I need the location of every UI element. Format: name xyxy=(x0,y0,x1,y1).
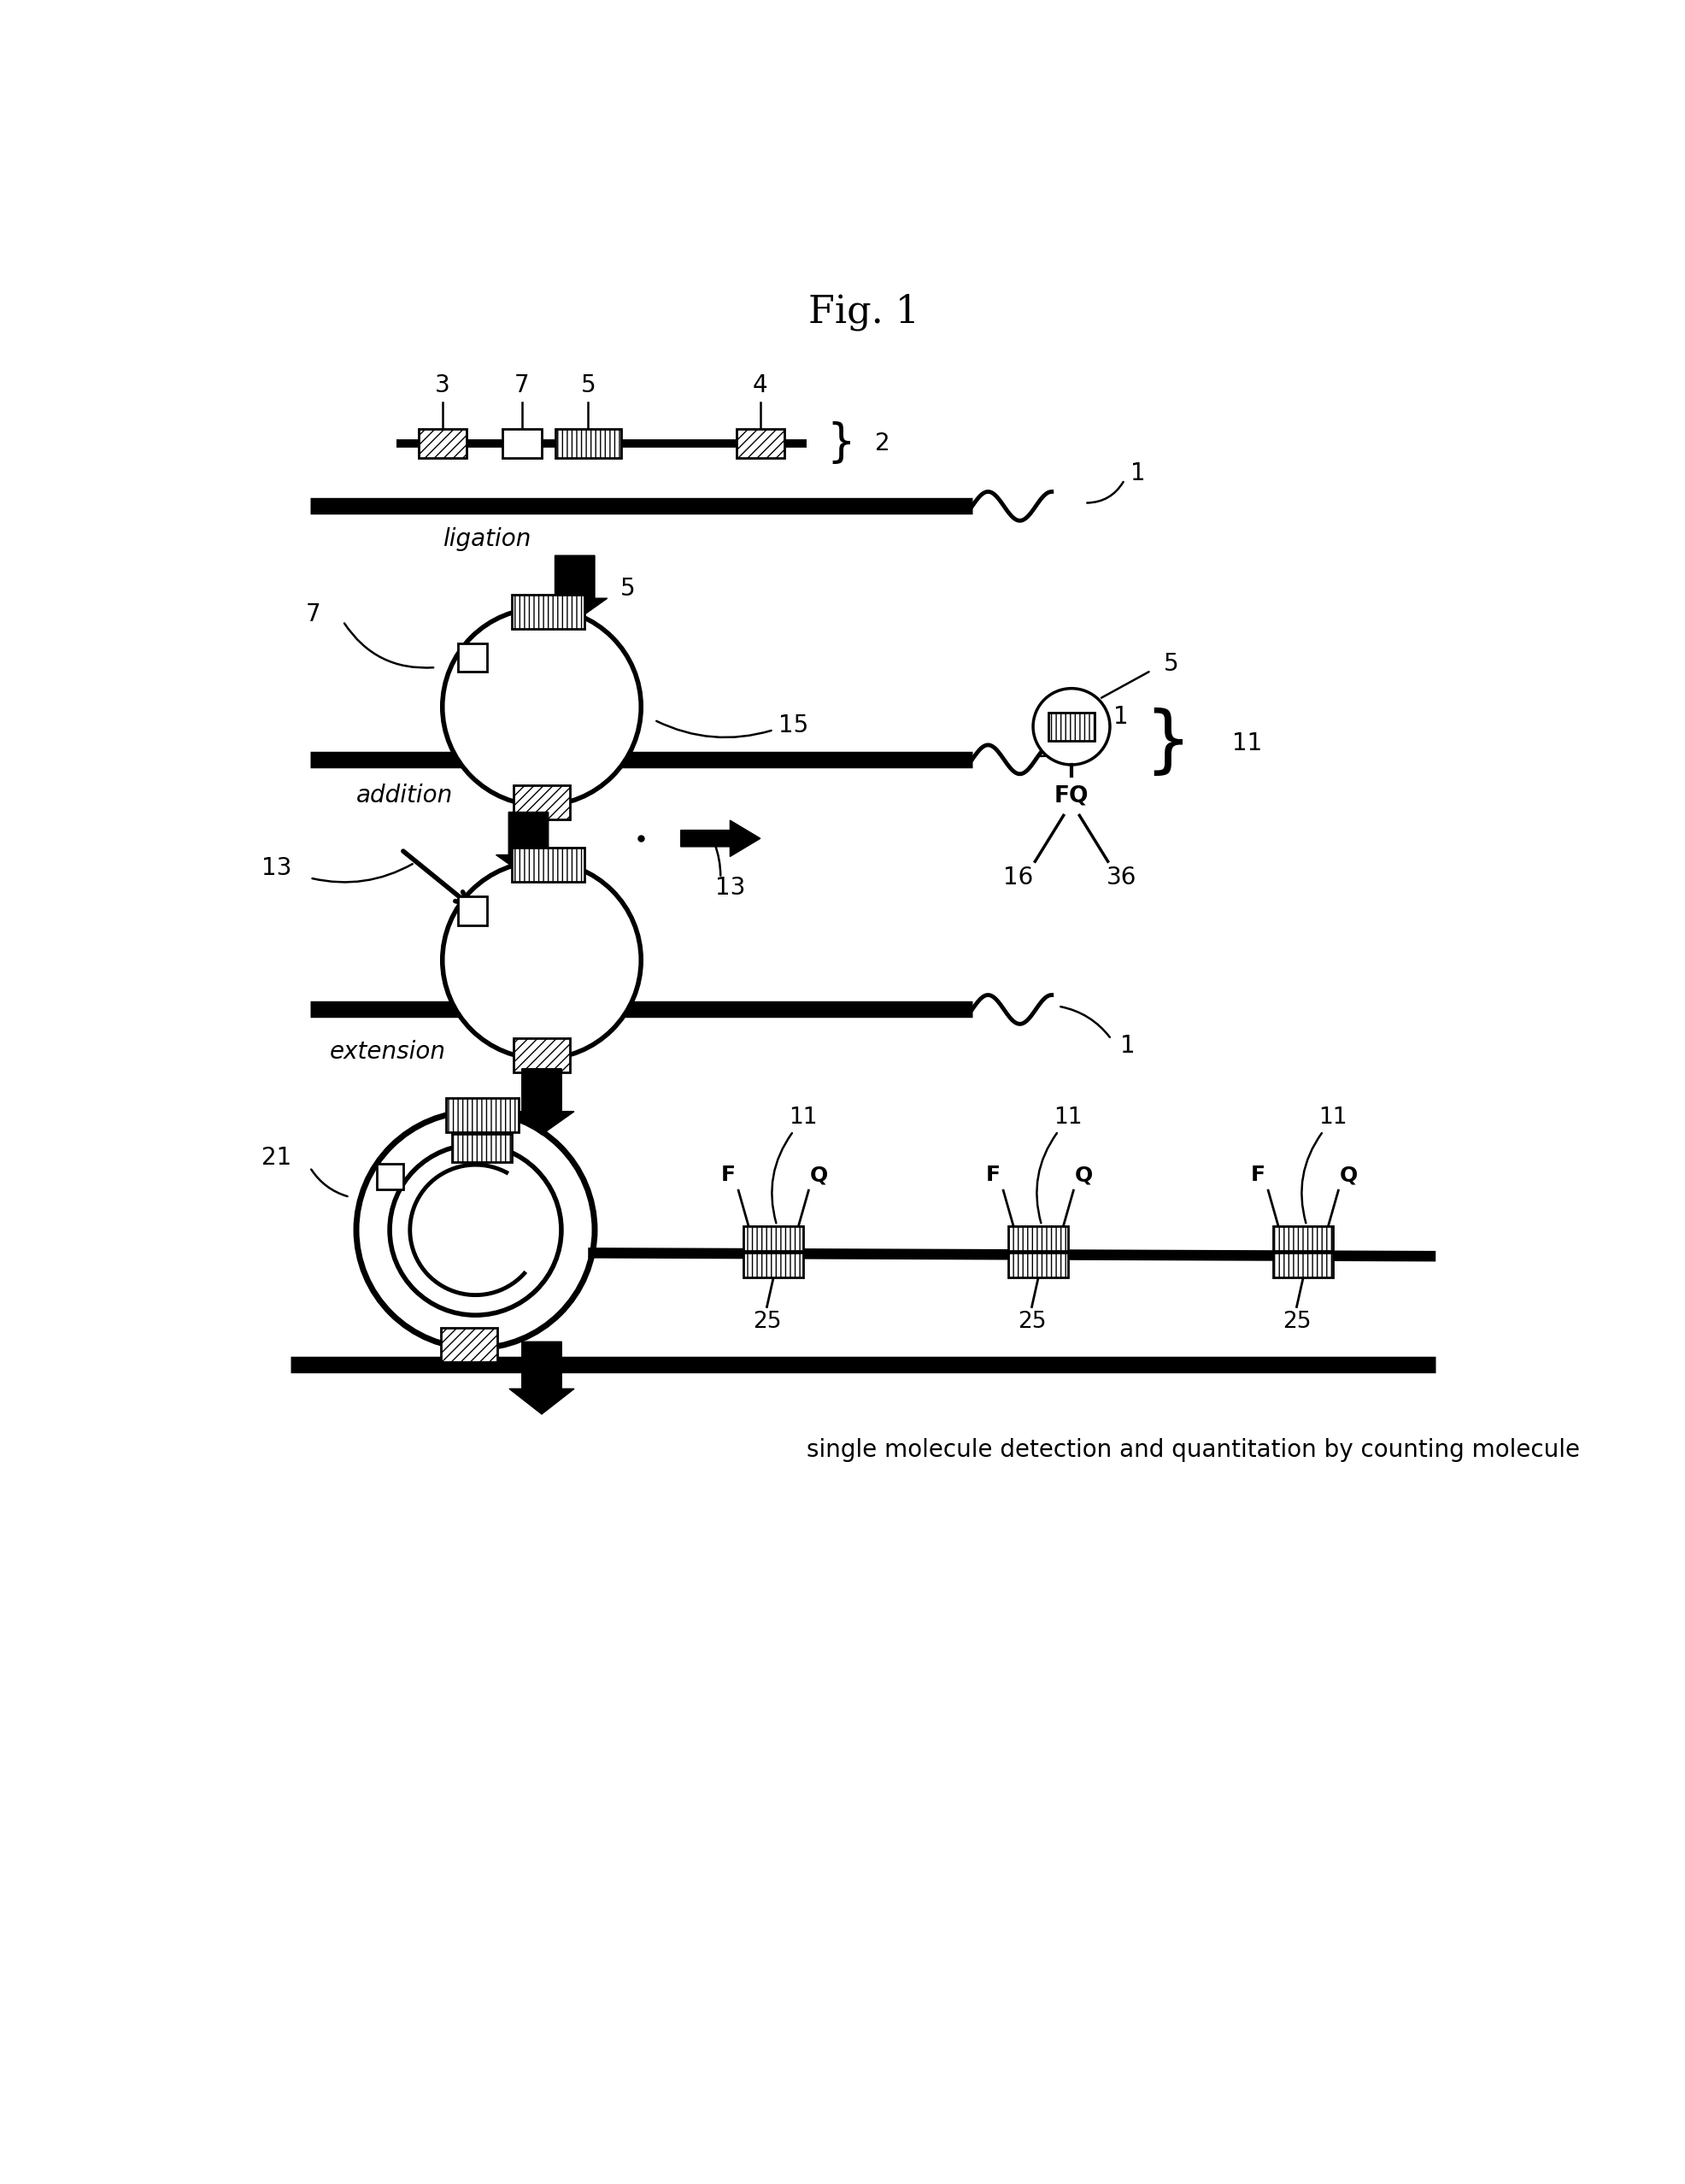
Circle shape xyxy=(356,1112,595,1348)
Text: 5: 5 xyxy=(1163,653,1178,677)
Bar xyxy=(1009,1251,1068,1278)
Bar xyxy=(743,1225,804,1251)
Bar xyxy=(1274,1225,1333,1251)
Bar xyxy=(447,1099,519,1131)
Bar xyxy=(512,847,585,882)
Text: 1: 1 xyxy=(1131,461,1146,485)
Bar xyxy=(1048,712,1095,740)
Circle shape xyxy=(389,1144,561,1315)
Text: 11: 11 xyxy=(1232,732,1262,756)
Text: 15: 15 xyxy=(778,714,809,738)
Bar xyxy=(441,1328,497,1363)
Bar xyxy=(502,430,543,459)
Text: 11: 11 xyxy=(1319,1107,1348,1129)
Bar xyxy=(1048,712,1095,740)
Bar xyxy=(458,642,487,673)
Bar xyxy=(452,1133,512,1162)
Text: 3: 3 xyxy=(435,373,450,397)
Bar xyxy=(514,1037,570,1072)
Bar xyxy=(441,1328,497,1363)
Text: 11: 11 xyxy=(1053,1107,1082,1129)
Bar xyxy=(514,784,570,819)
Text: F: F xyxy=(721,1164,736,1186)
Bar xyxy=(514,784,570,819)
Circle shape xyxy=(1033,688,1110,764)
Text: F: F xyxy=(986,1164,1001,1186)
Text: Q: Q xyxy=(809,1164,827,1186)
Bar xyxy=(554,430,622,459)
Circle shape xyxy=(443,607,640,806)
Text: Q: Q xyxy=(1340,1164,1358,1186)
Bar xyxy=(447,1099,519,1131)
Text: 13: 13 xyxy=(261,856,292,880)
Text: 13: 13 xyxy=(716,876,745,900)
Bar xyxy=(452,1133,512,1162)
Bar xyxy=(736,430,784,459)
FancyArrow shape xyxy=(681,821,760,856)
FancyArrow shape xyxy=(509,1068,575,1133)
Text: 25: 25 xyxy=(1018,1310,1046,1332)
Text: 11: 11 xyxy=(789,1107,817,1129)
Bar xyxy=(1274,1225,1333,1251)
Bar xyxy=(1009,1251,1068,1278)
Text: }: } xyxy=(826,422,856,465)
Text: 16: 16 xyxy=(1004,865,1033,889)
Bar xyxy=(376,1164,403,1190)
Bar xyxy=(743,1251,804,1278)
Text: Fig. 1: Fig. 1 xyxy=(809,293,918,330)
Bar xyxy=(1009,1225,1068,1251)
Circle shape xyxy=(443,860,640,1059)
Bar xyxy=(554,430,622,459)
Bar xyxy=(743,1225,804,1251)
Text: single molecule detection and quantitation by counting molecule: single molecule detection and quantitati… xyxy=(807,1439,1581,1463)
Text: 36: 36 xyxy=(1105,865,1136,889)
Text: FQ: FQ xyxy=(1055,784,1089,806)
Bar xyxy=(1274,1251,1333,1278)
FancyArrow shape xyxy=(543,555,607,620)
Text: Q: Q xyxy=(1075,1164,1092,1186)
FancyArrow shape xyxy=(509,1341,575,1413)
Text: 4: 4 xyxy=(753,373,768,397)
Text: 5: 5 xyxy=(581,373,595,397)
Bar xyxy=(418,430,467,459)
Bar xyxy=(1274,1251,1333,1278)
Text: 2: 2 xyxy=(875,432,890,456)
Text: 25: 25 xyxy=(753,1310,782,1332)
Bar xyxy=(743,1251,804,1278)
Bar xyxy=(1009,1225,1068,1251)
Text: }: } xyxy=(1144,708,1191,778)
Bar xyxy=(418,430,467,459)
Bar xyxy=(736,430,784,459)
FancyArrow shape xyxy=(495,812,561,878)
Bar xyxy=(514,1037,570,1072)
Text: 25: 25 xyxy=(1282,1310,1311,1332)
Text: F: F xyxy=(1250,1164,1265,1186)
Bar xyxy=(512,594,585,629)
Text: 1: 1 xyxy=(1121,1033,1136,1057)
Text: ligation: ligation xyxy=(443,526,531,550)
Text: 5: 5 xyxy=(620,577,635,601)
Text: 7: 7 xyxy=(305,603,320,627)
Text: addition: addition xyxy=(356,784,453,808)
Text: 1: 1 xyxy=(1114,705,1129,729)
Bar xyxy=(458,895,487,926)
Text: extension: extension xyxy=(330,1040,447,1064)
Bar xyxy=(512,847,585,882)
Text: 7: 7 xyxy=(514,373,529,397)
Text: 21: 21 xyxy=(261,1147,292,1168)
Bar xyxy=(512,594,585,629)
